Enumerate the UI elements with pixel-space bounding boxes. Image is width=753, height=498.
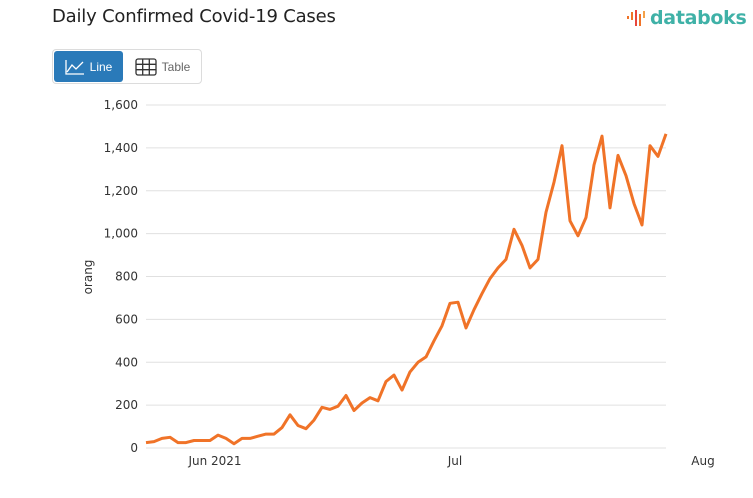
data-point[interactable]: [350, 406, 358, 414]
data-point[interactable]: [230, 440, 238, 448]
databoks-logo[interactable]: databoks: [626, 7, 747, 29]
data-point[interactable]: [590, 161, 598, 169]
table-view-label: Table: [161, 59, 191, 74]
databoks-logo-icon: [627, 10, 645, 26]
data-point[interactable]: [478, 290, 486, 298]
data-point[interactable]: [158, 434, 166, 442]
data-point[interactable]: [238, 434, 246, 442]
data-point[interactable]: [390, 371, 398, 379]
data-point[interactable]: [574, 232, 582, 240]
data-point[interactable]: [310, 416, 318, 424]
series-line-daily-cases: [145, 133, 668, 446]
data-point[interactable]: [182, 439, 190, 447]
data-point[interactable]: [198, 436, 206, 444]
data-point[interactable]: [326, 405, 334, 413]
data-point[interactable]: [454, 298, 462, 306]
data-point[interactable]: [294, 421, 302, 429]
data-point[interactable]: [462, 324, 470, 332]
data-point[interactable]: [510, 225, 518, 233]
data-point[interactable]: [302, 425, 310, 433]
data-point[interactable]: [246, 434, 254, 442]
data-point[interactable]: [550, 178, 558, 186]
data-point[interactable]: [254, 432, 262, 440]
data-point[interactable]: [518, 241, 526, 249]
data-point[interactable]: [150, 438, 158, 446]
data-point[interactable]: [414, 358, 422, 366]
line-view-label: Line: [89, 59, 113, 74]
data-point[interactable]: [646, 142, 654, 150]
chart-title: Daily Confirmed Covid-19 Cases: [52, 6, 336, 27]
data-point[interactable]: [446, 299, 454, 307]
data-point[interactable]: [598, 132, 606, 140]
data-point[interactable]: [606, 204, 614, 212]
y-tick-label: 800: [115, 270, 138, 284]
data-point[interactable]: [438, 322, 446, 330]
data-point[interactable]: [630, 200, 638, 208]
data-point[interactable]: [366, 394, 374, 402]
x-tick-label: Jul: [447, 454, 462, 468]
data-point[interactable]: [526, 264, 534, 272]
y-tick-label: 0: [130, 441, 138, 455]
data-point[interactable]: [486, 275, 494, 283]
table-grid-icon: [135, 57, 157, 76]
data-point[interactable]: [174, 439, 182, 447]
y-tick-label: 600: [115, 312, 138, 326]
y-tick-label: 200: [115, 398, 138, 412]
data-point[interactable]: [334, 402, 342, 410]
data-point[interactable]: [166, 433, 174, 441]
data-point[interactable]: [502, 255, 510, 263]
line-view-button[interactable]: Line: [54, 51, 124, 82]
data-point[interactable]: [534, 255, 542, 263]
data-point[interactable]: [358, 399, 366, 407]
data-point[interactable]: [614, 151, 622, 159]
data-point[interactable]: [318, 403, 326, 411]
data-point[interactable]: [190, 436, 198, 444]
data-point[interactable]: [262, 430, 270, 438]
data-point[interactable]: [374, 397, 382, 405]
data-point[interactable]: [494, 264, 502, 272]
line-chart-icon: [65, 59, 84, 75]
data-point[interactable]: [342, 391, 350, 399]
data-point[interactable]: [662, 130, 670, 138]
data-point[interactable]: [206, 436, 214, 444]
x-tick-label: Jun 2021: [187, 454, 241, 468]
data-point[interactable]: [638, 221, 646, 229]
data-point[interactable]: [654, 152, 662, 160]
data-point[interactable]: [270, 430, 278, 438]
y-tick-label: 1,600: [104, 98, 138, 112]
y-tick-label: 400: [115, 355, 138, 369]
data-point[interactable]: [214, 431, 222, 439]
data-point[interactable]: [142, 439, 150, 447]
y-tick-label: 1,200: [104, 184, 138, 198]
data-point[interactable]: [422, 353, 430, 361]
x-tick-label: Aug: [691, 454, 714, 468]
data-point[interactable]: [406, 368, 414, 376]
y-tick-label: 1,000: [104, 227, 138, 241]
data-point[interactable]: [582, 214, 590, 222]
data-point[interactable]: [558, 142, 566, 150]
data-point[interactable]: [398, 386, 406, 394]
data-point[interactable]: [382, 378, 390, 386]
data-point[interactable]: [222, 434, 230, 442]
data-point[interactable]: [566, 217, 574, 225]
data-point[interactable]: [430, 337, 438, 345]
data-point[interactable]: [286, 411, 294, 419]
brand-name: databoks: [650, 7, 747, 29]
view-toggle: Line Table: [52, 49, 202, 84]
data-point[interactable]: [622, 172, 630, 180]
data-point[interactable]: [278, 424, 286, 432]
y-axis-label: orang: [81, 260, 95, 295]
y-tick-label: 1,400: [104, 141, 138, 155]
data-point[interactable]: [542, 208, 550, 216]
table-view-button[interactable]: Table: [124, 50, 201, 83]
data-point[interactable]: [470, 306, 478, 314]
